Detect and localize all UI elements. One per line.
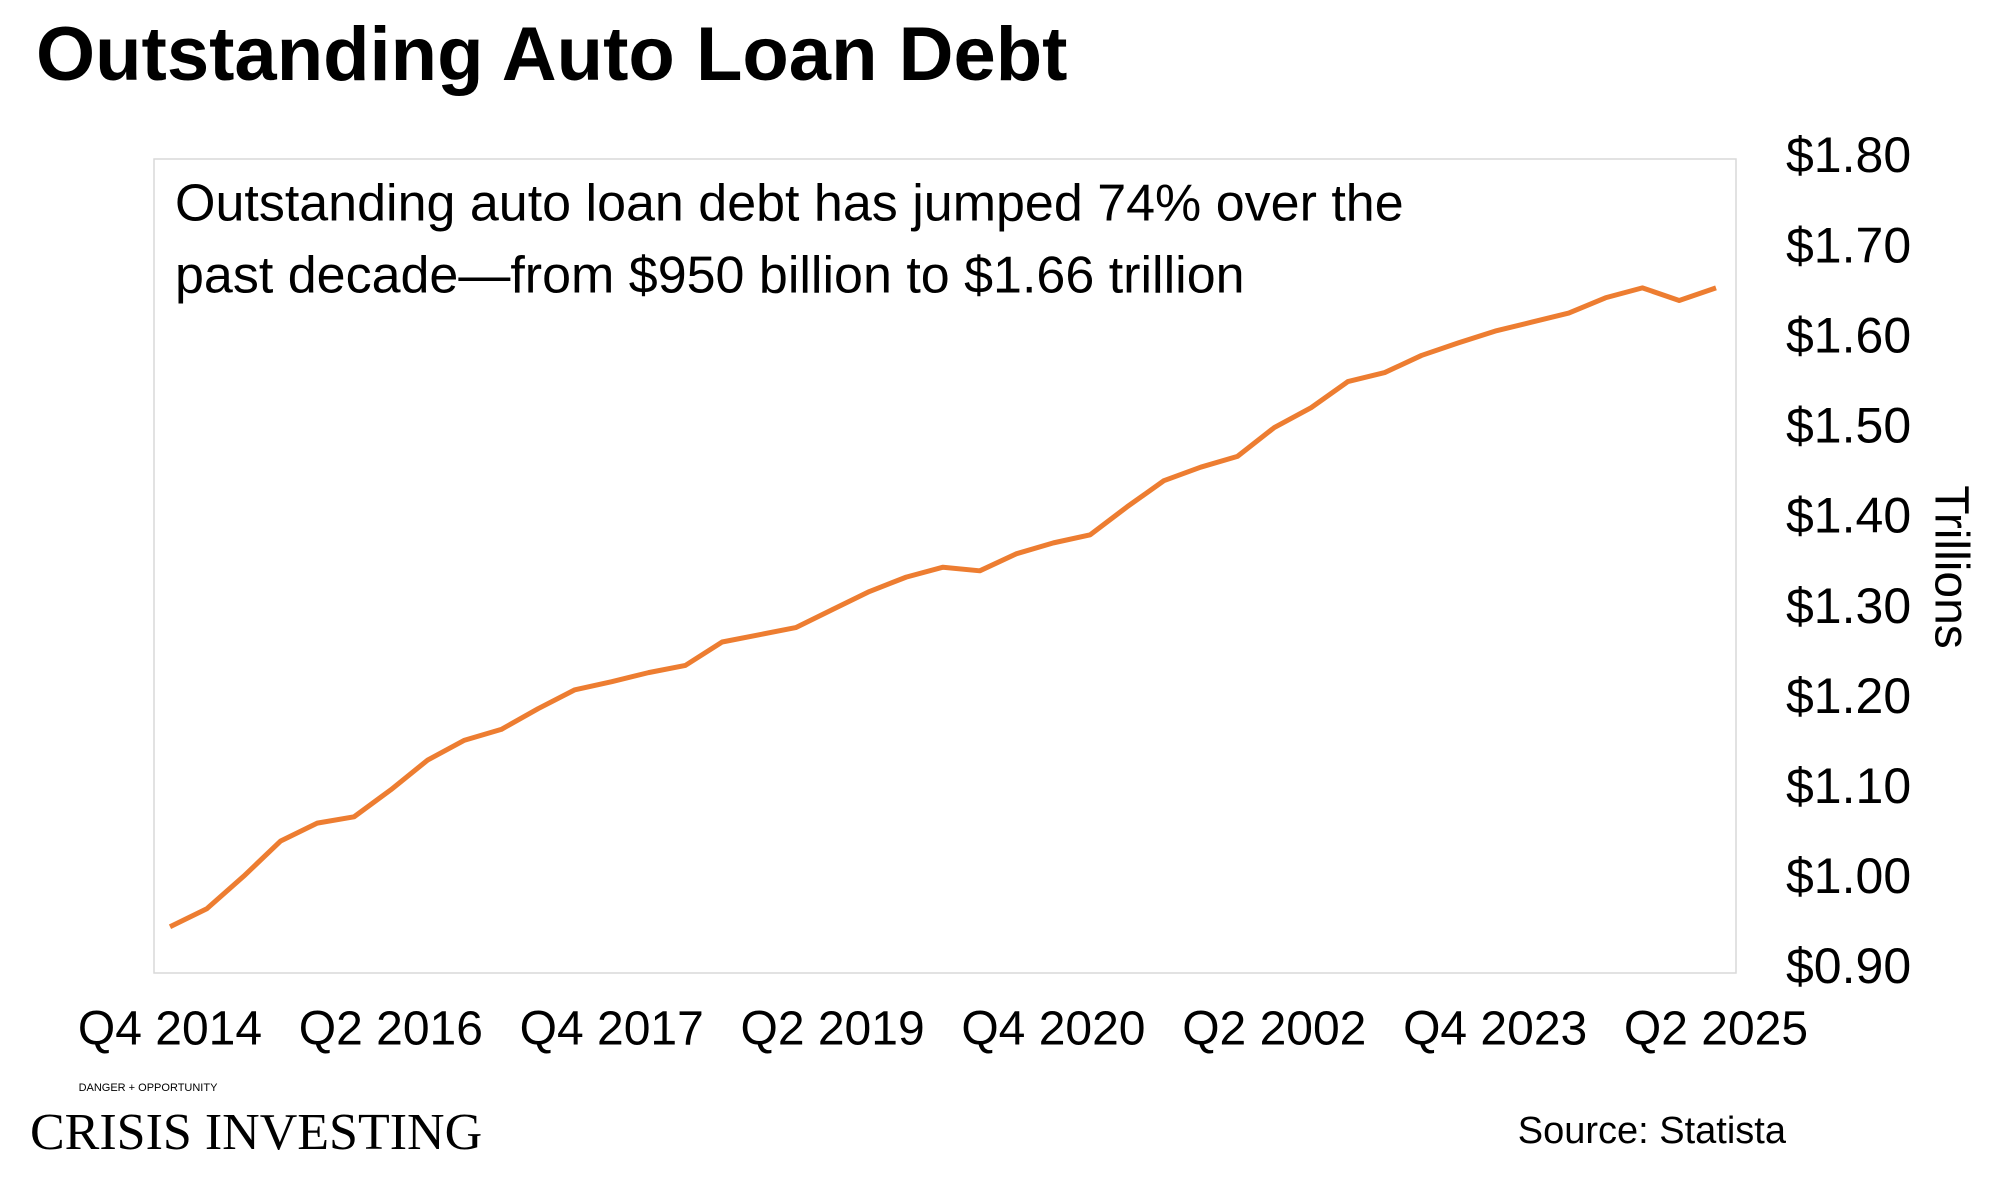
y-tick-label: $1.70 <box>1786 217 1911 273</box>
x-tick-label: Q2 2025 <box>1624 1003 1808 1056</box>
y-tick-label: $1.60 <box>1786 307 1911 363</box>
x-tick-label: Q2 2019 <box>740 1003 924 1056</box>
data-line <box>168 285 1717 929</box>
logo-name: Crisis Investing <box>30 1104 482 1161</box>
x-tick-label: Q4 2014 <box>78 1003 262 1056</box>
y-tick-label: $1.30 <box>1786 578 1911 634</box>
annotation: past decade—from $950 billion to $1.66 t… <box>175 247 1245 305</box>
source: Source: Statista <box>1518 1110 1787 1152</box>
x-tick-label: Q4 2020 <box>961 1003 1145 1056</box>
y-tick-label: $1.00 <box>1786 848 1911 904</box>
x-tick-label: Q4 2017 <box>520 1003 704 1056</box>
y-tick-label: $1.50 <box>1786 398 1911 454</box>
x-tick-label: Q2 2016 <box>299 1003 483 1056</box>
plot-area <box>153 158 1737 974</box>
x-tick-label: Q4 2023 <box>1403 1003 1587 1056</box>
y-tick-label: $0.90 <box>1786 938 1911 994</box>
y-tick-label: $1.80 <box>1786 127 1911 183</box>
y-tick-label: $1.40 <box>1786 488 1911 544</box>
y-tick-label: $1.20 <box>1786 668 1911 724</box>
annotation: Outstanding auto loan debt has jumped 74… <box>175 175 1404 233</box>
logo-tagline: DANGER + OPPORTUNITY <box>79 1082 219 1094</box>
y-tick-label: $1.10 <box>1786 758 1911 814</box>
y-axis-label: Trillions <box>1924 485 1977 649</box>
chart-title: Outstanding Auto Loan Debt <box>36 12 1068 97</box>
x-tick-label: Q2 2002 <box>1182 1003 1366 1056</box>
